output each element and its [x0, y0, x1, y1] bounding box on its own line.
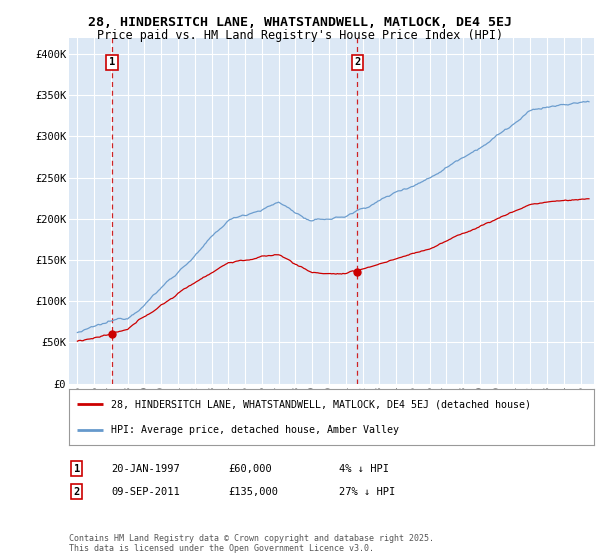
Text: HPI: Average price, detached house, Amber Valley: HPI: Average price, detached house, Ambe…: [111, 425, 399, 435]
Text: 28, HINDERSITCH LANE, WHATSTANDWELL, MATLOCK, DE4 5EJ: 28, HINDERSITCH LANE, WHATSTANDWELL, MAT…: [88, 16, 512, 29]
Text: 20-JAN-1997: 20-JAN-1997: [111, 464, 180, 474]
Text: £60,000: £60,000: [228, 464, 272, 474]
Text: 1: 1: [74, 464, 80, 474]
Text: 2: 2: [354, 57, 361, 67]
Text: 27% ↓ HPI: 27% ↓ HPI: [339, 487, 395, 497]
Text: Contains HM Land Registry data © Crown copyright and database right 2025.
This d: Contains HM Land Registry data © Crown c…: [69, 534, 434, 553]
Text: 28, HINDERSITCH LANE, WHATSTANDWELL, MATLOCK, DE4 5EJ (detached house): 28, HINDERSITCH LANE, WHATSTANDWELL, MAT…: [111, 399, 531, 409]
Text: £135,000: £135,000: [228, 487, 278, 497]
Text: 2: 2: [74, 487, 80, 497]
Text: 4% ↓ HPI: 4% ↓ HPI: [339, 464, 389, 474]
Text: 1: 1: [109, 57, 115, 67]
Text: 09-SEP-2011: 09-SEP-2011: [111, 487, 180, 497]
Text: Price paid vs. HM Land Registry's House Price Index (HPI): Price paid vs. HM Land Registry's House …: [97, 29, 503, 42]
